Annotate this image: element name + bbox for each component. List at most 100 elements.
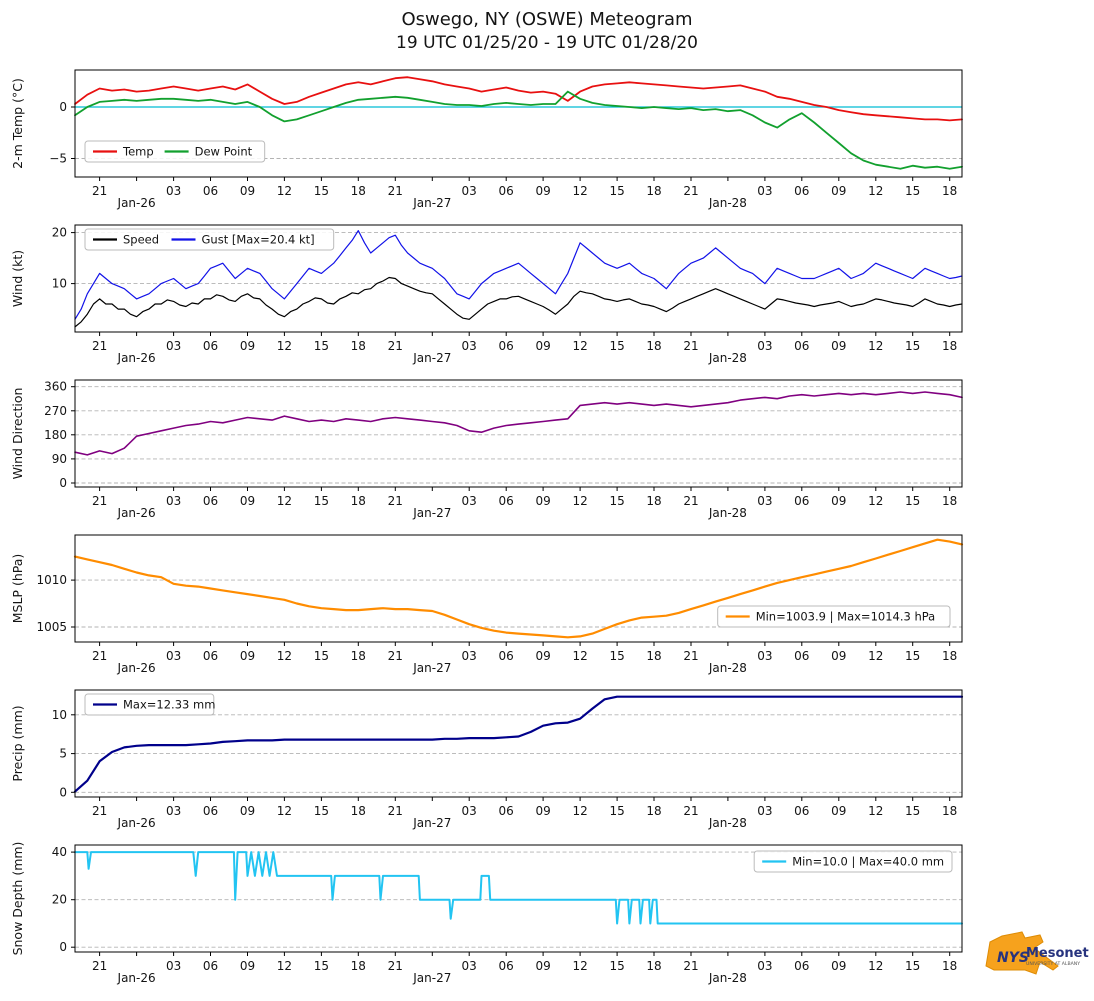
svg-text:03: 03 — [757, 959, 772, 973]
svg-text:09: 09 — [535, 959, 550, 973]
svg-text:15: 15 — [609, 804, 624, 818]
svg-text:Snow Depth (mm): Snow Depth (mm) — [10, 842, 25, 956]
svg-text:270: 270 — [44, 404, 67, 418]
svg-text:21: 21 — [388, 959, 403, 973]
svg-text:180: 180 — [44, 428, 67, 442]
svg-text:03: 03 — [166, 804, 181, 818]
svg-text:15: 15 — [314, 339, 329, 353]
svg-text:Jan-28: Jan-28 — [708, 816, 747, 830]
svg-text:06: 06 — [203, 649, 218, 663]
svg-text:09: 09 — [240, 339, 255, 353]
svg-text:Temp: Temp — [122, 145, 154, 159]
svg-text:21: 21 — [683, 184, 698, 198]
svg-text:10: 10 — [52, 277, 67, 291]
svg-text:12: 12 — [572, 804, 587, 818]
svg-text:03: 03 — [166, 339, 181, 353]
svg-text:Jan-28: Jan-28 — [708, 971, 747, 985]
svg-text:Jan-27: Jan-27 — [412, 661, 451, 675]
svg-text:06: 06 — [794, 339, 809, 353]
svg-text:21: 21 — [683, 649, 698, 663]
svg-text:18: 18 — [942, 494, 957, 508]
svg-text:18: 18 — [942, 959, 957, 973]
svg-text:Min=1003.9 | Max=1014.3 hPa: Min=1003.9 | Max=1014.3 hPa — [756, 610, 936, 624]
svg-text:09: 09 — [831, 339, 846, 353]
svg-text:21: 21 — [92, 804, 107, 818]
svg-text:15: 15 — [314, 804, 329, 818]
svg-text:18: 18 — [351, 959, 366, 973]
svg-text:15: 15 — [314, 959, 329, 973]
svg-text:18: 18 — [646, 959, 661, 973]
svg-text:06: 06 — [499, 959, 514, 973]
svg-text:06: 06 — [203, 804, 218, 818]
svg-text:0: 0 — [59, 476, 67, 490]
logo-tagline-text: UNIVERSITY AT ALBANY — [1026, 961, 1080, 967]
svg-text:21: 21 — [92, 184, 107, 198]
svg-text:2-m Temp (°C): 2-m Temp (°C) — [10, 78, 25, 169]
svg-text:Jan-26: Jan-26 — [117, 971, 156, 985]
svg-text:15: 15 — [609, 494, 624, 508]
ny-state-shape-icon — [985, 931, 1059, 975]
svg-text:Dew Point: Dew Point — [195, 145, 253, 159]
svg-text:09: 09 — [240, 494, 255, 508]
svg-text:12: 12 — [572, 649, 587, 663]
svg-text:09: 09 — [831, 804, 846, 818]
svg-text:06: 06 — [203, 494, 218, 508]
svg-text:MSLP (hPa): MSLP (hPa) — [10, 554, 25, 624]
svg-text:06: 06 — [499, 804, 514, 818]
svg-text:09: 09 — [831, 959, 846, 973]
svg-text:03: 03 — [757, 494, 772, 508]
svg-text:03: 03 — [757, 184, 772, 198]
svg-text:06: 06 — [203, 339, 218, 353]
svg-text:03: 03 — [462, 649, 477, 663]
svg-text:21: 21 — [388, 184, 403, 198]
logo-nys-text: NYS — [997, 950, 1029, 966]
svg-text:Speed: Speed — [123, 233, 159, 247]
svg-text:18: 18 — [351, 339, 366, 353]
svg-text:09: 09 — [831, 649, 846, 663]
svg-text:09: 09 — [535, 649, 550, 663]
svg-text:21: 21 — [92, 494, 107, 508]
svg-text:15: 15 — [905, 494, 920, 508]
svg-text:40: 40 — [52, 845, 67, 859]
svg-text:18: 18 — [351, 804, 366, 818]
svg-text:06: 06 — [499, 494, 514, 508]
svg-text:15: 15 — [609, 649, 624, 663]
precip-panel: 0 5 10 21 Jan-26 03 06 09 12 15 18 21 Jan-27 03 06 09 12… — [10, 689, 964, 830]
chart-subtitle: 19 UTC 01/25/20 - 19 UTC 01/28/20 — [396, 33, 698, 53]
svg-text:03: 03 — [462, 494, 477, 508]
svg-text:06: 06 — [794, 804, 809, 818]
svg-text:12: 12 — [868, 494, 883, 508]
svg-text:1005: 1005 — [36, 620, 67, 634]
svg-text:Wind Direction: Wind Direction — [10, 388, 25, 480]
svg-text:18: 18 — [351, 184, 366, 198]
svg-text:18: 18 — [942, 184, 957, 198]
temp-panel: 0 −5 21 Jan-26 03 06 09 12 15 18 21 Jan-27 03 06 09 12 1… — [10, 69, 963, 210]
svg-text:21: 21 — [92, 649, 107, 663]
svg-text:12: 12 — [868, 959, 883, 973]
svg-text:5: 5 — [59, 747, 67, 761]
svg-text:90: 90 — [52, 452, 67, 466]
svg-text:21: 21 — [388, 494, 403, 508]
svg-text:12: 12 — [277, 494, 292, 508]
svg-text:03: 03 — [462, 959, 477, 973]
svg-text:21: 21 — [92, 959, 107, 973]
svg-text:15: 15 — [314, 184, 329, 198]
svg-text:09: 09 — [535, 339, 550, 353]
svg-text:21: 21 — [683, 494, 698, 508]
logo-mesonet-text: Mesonet — [1026, 946, 1089, 961]
svg-text:Wind (kt): Wind (kt) — [10, 250, 25, 307]
svg-text:18: 18 — [351, 494, 366, 508]
svg-text:12: 12 — [868, 184, 883, 198]
svg-text:12: 12 — [868, 804, 883, 818]
svg-text:21: 21 — [388, 804, 403, 818]
svg-text:21: 21 — [683, 804, 698, 818]
svg-text:03: 03 — [757, 804, 772, 818]
svg-text:15: 15 — [905, 339, 920, 353]
wind-panel: 10 20 21 Jan-26 03 06 09 12 15 18 21 Jan-27 03 06 09 12… — [10, 224, 963, 365]
svg-text:03: 03 — [757, 649, 772, 663]
svg-text:21: 21 — [683, 959, 698, 973]
nys-mesonet-logo: NYS Mesonet UNIVERSITY AT ALBANY — [985, 931, 1089, 975]
svg-text:03: 03 — [166, 494, 181, 508]
svg-text:15: 15 — [905, 649, 920, 663]
